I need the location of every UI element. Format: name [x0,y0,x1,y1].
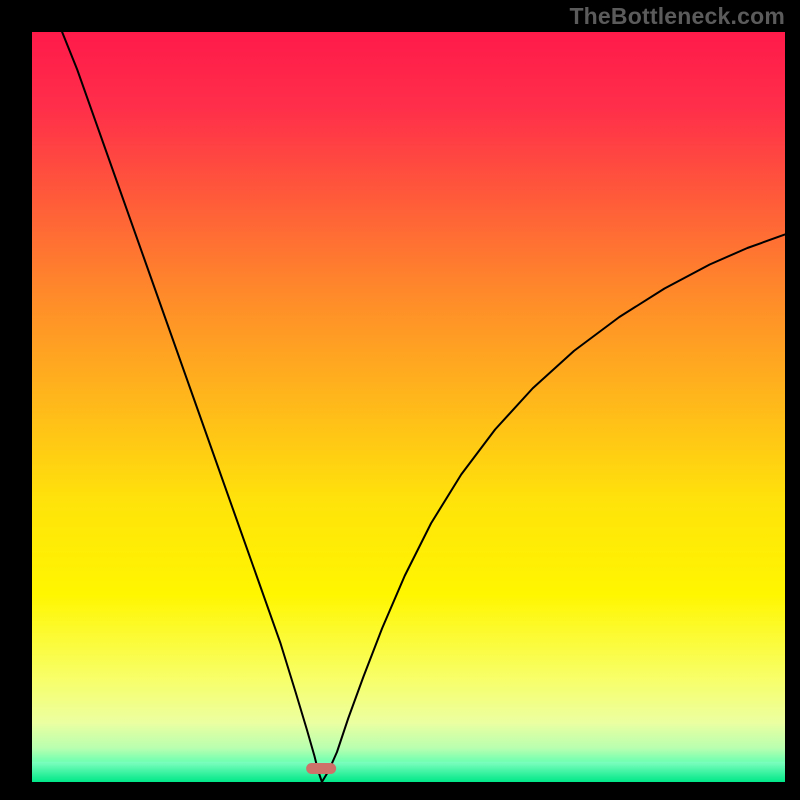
plot-area [32,32,785,782]
watermark-text: TheBottleneck.com [569,3,785,30]
minimum-marker [306,763,336,774]
chart-svg [32,32,785,782]
green-band [32,762,785,782]
gradient-background [32,32,785,782]
